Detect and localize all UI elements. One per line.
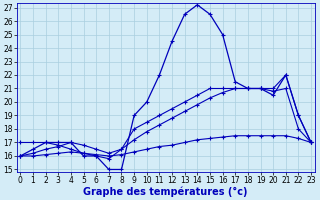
- X-axis label: Graphe des températures (°c): Graphe des températures (°c): [84, 186, 248, 197]
